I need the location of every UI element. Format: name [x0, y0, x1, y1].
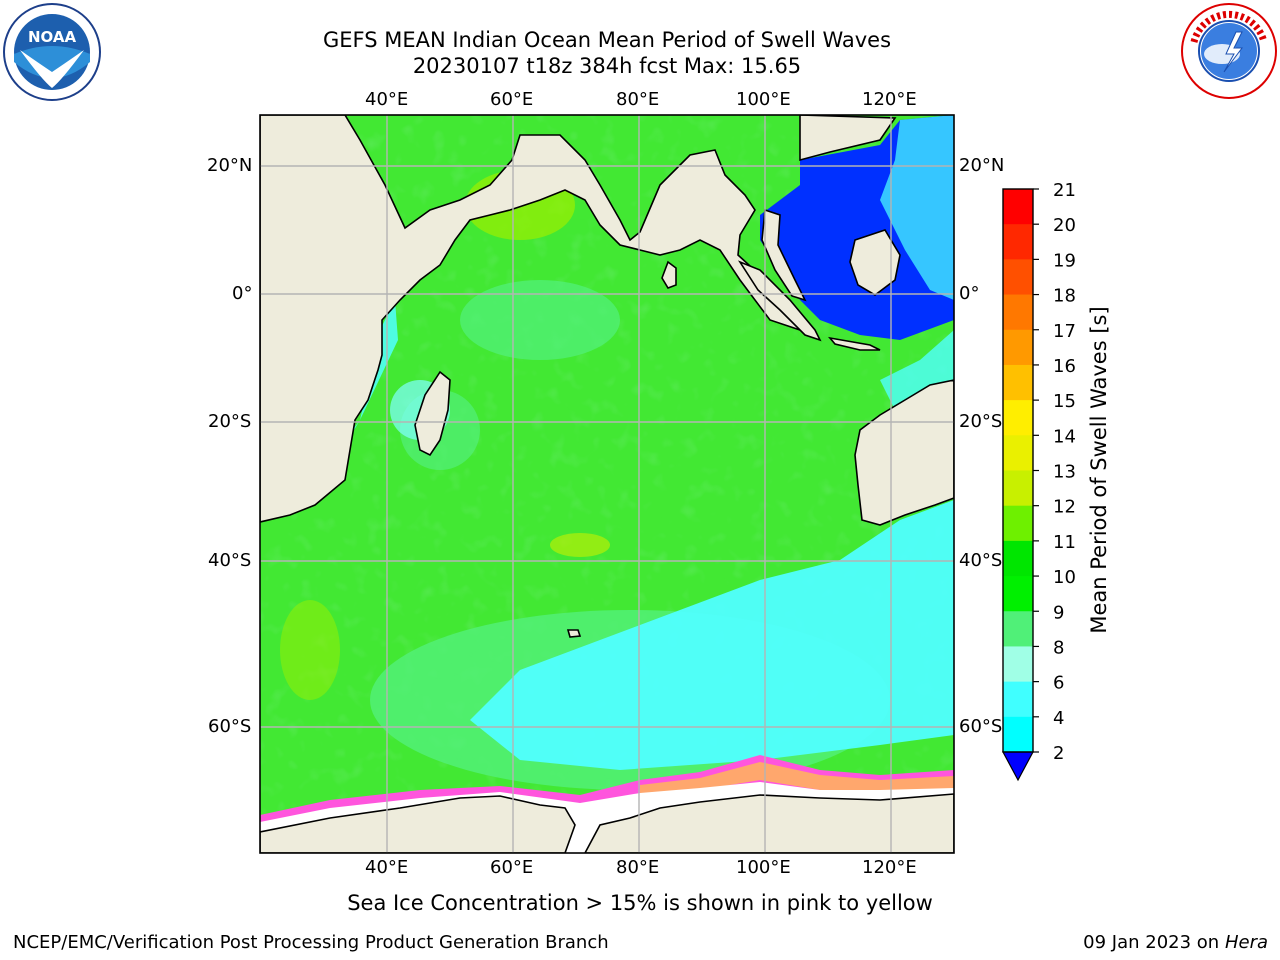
land-africa-arabia: [260, 115, 802, 523]
colorbar-tick-label: 14: [1053, 426, 1076, 447]
lat-tick-right: 0°: [959, 283, 980, 304]
noaa-logo-text: NOAA: [28, 28, 77, 46]
lat-tick-right: 20°N: [959, 155, 1005, 176]
chart-title-line2: 20230107 t18z 384h fcst Max: 15.65: [412, 54, 802, 78]
colorbar-extend-arrow: [1001, 751, 1035, 782]
colorbar-tick-label: 20: [1053, 215, 1076, 236]
swell-zone-cyan: [470, 500, 954, 770]
colorbar-segment: [1003, 540, 1033, 577]
footer-machine: Hera: [1224, 932, 1268, 953]
colorbar-segment: [1003, 364, 1033, 401]
colorbar-tick-label: 13: [1053, 462, 1076, 483]
colorbar-segment: [1003, 400, 1033, 436]
lat-tick-right: 20°S: [959, 411, 1003, 432]
swell-zone-cyan: [880, 330, 954, 420]
colorbar-tick-label: 17: [1053, 321, 1076, 342]
colorbar-tick-label: 6: [1053, 673, 1064, 694]
land-antarctica: [260, 795, 576, 853]
land-antarctica: [584, 793, 954, 853]
land-java: [827, 336, 881, 351]
lat-tick-right: 60°S: [959, 716, 1003, 737]
colorbar-segment: [1003, 681, 1033, 718]
colorbar-tick-label: 8: [1053, 637, 1064, 658]
land-australia: [854, 379, 954, 526]
lat-tick-left: 20°S: [208, 411, 252, 432]
land-borneo: [849, 229, 901, 296]
chart-title-line1: GEFS MEAN Indian Ocean Mean Period of Sw…: [322, 28, 892, 52]
swell-zone-cyan-seas: [880, 115, 954, 300]
graticule: [260, 115, 954, 853]
map-panel: [260, 115, 954, 853]
lat-tick-left: 20°N: [207, 155, 253, 176]
colorbar-segment: [1003, 294, 1033, 331]
noaa-logo: NOAA: [2, 2, 102, 102]
lon-tick-top: 120°E: [862, 89, 917, 110]
footer-date-text: 09 Jan 2023 on: [1083, 932, 1225, 953]
lon-tick-bottom: 60°E: [490, 857, 534, 878]
sea-ice-note: Sea Ice Concentration > 15% is shown in …: [347, 891, 933, 915]
landmasses: [260, 115, 954, 853]
colorbar-tick-label: 15: [1053, 391, 1076, 412]
colorbar-segment: [1003, 224, 1033, 260]
lon-tick-top: 60°E: [490, 89, 534, 110]
footer-date: 09 Jan 2023 on Hera: [1083, 932, 1268, 953]
colorbar-tick-label: 19: [1053, 250, 1076, 271]
colorbar-tick-label: 16: [1053, 356, 1076, 377]
colorbar: [1003, 189, 1033, 753]
land-kerguelen: [566, 629, 582, 638]
colorbar-segment: [1003, 646, 1033, 683]
colorbar-segment: [1003, 505, 1033, 542]
lon-tick-bottom: 40°E: [365, 857, 409, 878]
colorbar-segment: [1003, 611, 1033, 647]
land-indochina: [799, 115, 897, 162]
nws-logo: [1180, 2, 1278, 100]
lon-tick-top: 80°E: [616, 89, 660, 110]
colorbar-segment: [1003, 435, 1033, 471]
colorbar-tick-label: 2: [1053, 743, 1064, 764]
colorbar-segment: [1003, 259, 1033, 296]
colorbar-tick-label: 10: [1053, 567, 1076, 588]
lon-tick-bottom: 120°E: [862, 857, 917, 878]
swell-zone-mint: [460, 280, 620, 360]
lat-tick-left: 40°S: [208, 550, 252, 571]
lon-tick-top: 100°E: [736, 89, 791, 110]
land-sri-lanka: [661, 260, 677, 289]
lat-tick-right: 40°S: [959, 550, 1003, 571]
colorbar-tick-label: 11: [1053, 532, 1076, 553]
colorbar-tick-label: 12: [1053, 497, 1076, 518]
swell-patch-yellow: [280, 600, 340, 700]
land-madagascar: [414, 370, 451, 457]
colorbar-segment: [1003, 576, 1033, 612]
lon-tick-bottom: 100°E: [736, 857, 791, 878]
colorbar-tick-label: 18: [1053, 286, 1076, 307]
colorbar-ticks: 21 20 19 18 17 16 15 14 13 12 11 10 9 8 6 4 2: [1033, 180, 1076, 764]
colorbar-tick-label: 21: [1053, 180, 1076, 201]
colorbar-label: Mean Period of Swell Waves [s]: [1087, 306, 1111, 633]
colorbar-tick-label: 9: [1053, 602, 1064, 623]
land-malay-peninsula: [761, 208, 807, 302]
colorbar-tick-label: 4: [1053, 708, 1064, 729]
colorbar-segment: [1003, 470, 1033, 507]
colorbar-segment: [1003, 716, 1033, 753]
lon-tick-top: 40°E: [365, 89, 409, 110]
map-frame: [259, 114, 955, 854]
lat-tick-left: 60°S: [208, 716, 252, 737]
swell-patch-yellow: [550, 533, 610, 557]
colorbar-segment: [1003, 329, 1033, 366]
swell-zone-cyan: [262, 300, 398, 520]
lat-tick-left: 0°: [232, 283, 253, 304]
lon-tick-bottom: 80°E: [616, 857, 660, 878]
colorbar-segment: [1003, 189, 1033, 225]
footer-credit: NCEP/EMC/Verification Post Processing Pr…: [13, 932, 609, 953]
